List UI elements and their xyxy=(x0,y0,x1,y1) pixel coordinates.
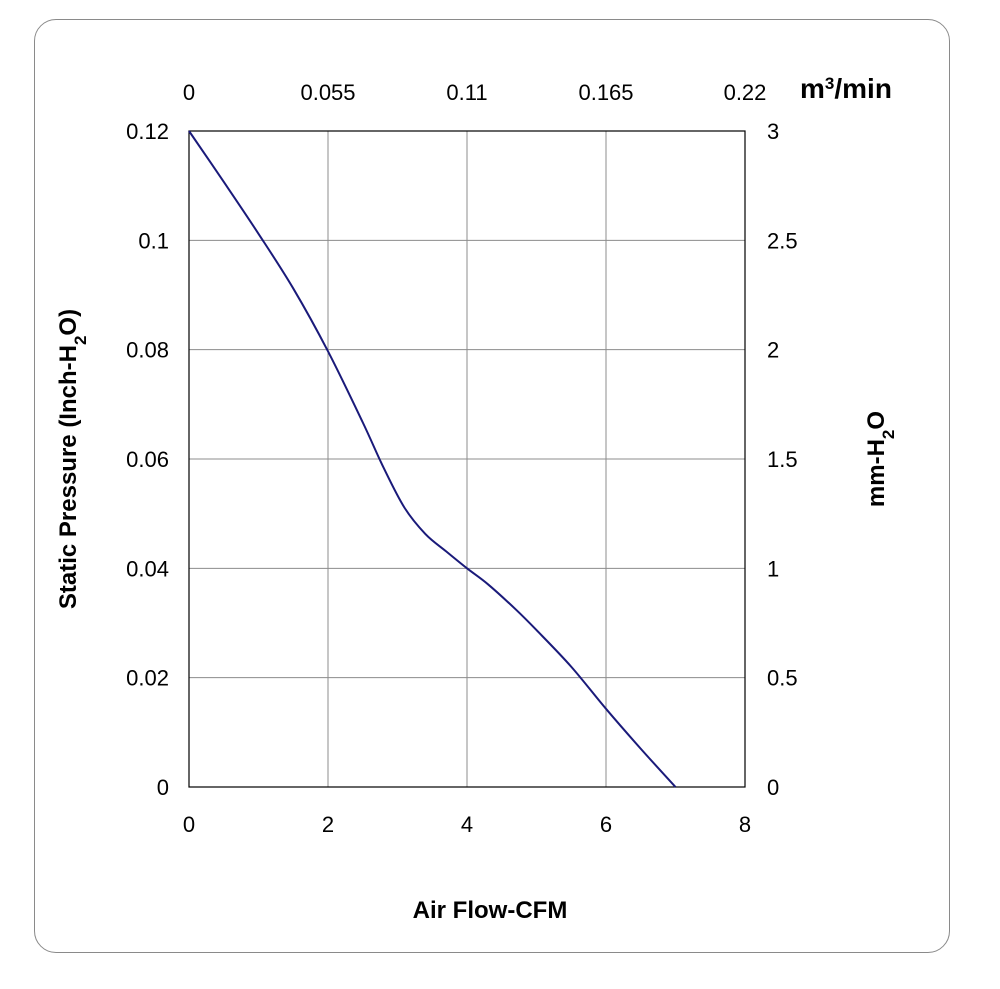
x-tick-label: 6 xyxy=(600,812,612,837)
y-axis-title-main: Static Pressure (Inch-H xyxy=(55,345,82,609)
y2-axis-title-subscript: 2 xyxy=(879,430,898,439)
y2-axis-title-main: mm-H xyxy=(863,439,890,507)
x2-tick-label: 0.165 xyxy=(578,80,633,105)
y2-tick-label: 3 xyxy=(767,119,779,144)
y-tick-label: 0.04 xyxy=(126,556,169,581)
tick-labels: 0 2 4 6 800.020.040.060.080.10.120 0.055 0.11 0… xyxy=(126,80,797,837)
y2-tick-label: 2.5 xyxy=(767,228,798,253)
y2-axis-title-end: O xyxy=(863,411,890,430)
x2-tick-label: 0.22 xyxy=(724,80,767,105)
y-axis-title-subscript: 2 xyxy=(71,336,90,345)
x2-axis-title-main: m xyxy=(800,73,825,104)
y2-tick-label: 0.5 xyxy=(767,666,798,691)
y-tick-label: 0.1 xyxy=(138,228,169,253)
series-line-0 xyxy=(188,130,677,788)
y2-tick-label: 1 xyxy=(767,556,779,581)
x-tick-label: 2 xyxy=(322,812,334,837)
y-tick-label: 0.02 xyxy=(126,666,169,691)
y-tick-label: 0.06 xyxy=(126,447,169,472)
x-tick-label: 4 xyxy=(461,812,473,837)
x2-tick-label: 0.11 xyxy=(446,80,487,105)
y2-tick-label: 2 xyxy=(767,338,779,363)
y-tick-label: 0.08 xyxy=(126,338,169,363)
y-tick-label: 0.12 xyxy=(126,119,169,144)
x-tick-label: 0 xyxy=(183,812,195,837)
x2-axis-title-superscript: 3 xyxy=(825,74,834,93)
chart-frame xyxy=(34,19,950,953)
y2-axis-title: mm-H2O xyxy=(863,411,898,507)
plot-area-border xyxy=(188,130,746,788)
y2-tick-label: 0 xyxy=(767,775,779,800)
x-tick-label: 8 xyxy=(739,812,751,837)
y-axis-title-end: O) xyxy=(55,309,82,336)
series-layer xyxy=(188,130,677,788)
x-axis-title: Air Flow-CFM xyxy=(413,897,568,924)
y-axis-title: Static Pressure (Inch-H2O) xyxy=(55,309,90,609)
y-tick-label: 0 xyxy=(157,775,169,800)
x2-axis-title: m3/min xyxy=(800,73,892,104)
y2-tick-label: 1.5 xyxy=(767,447,798,472)
x2-tick-label: 0.055 xyxy=(300,80,355,105)
x2-tick-label: 0 xyxy=(183,80,195,105)
x2-axis-title-end: /min xyxy=(834,73,892,104)
grid-lines xyxy=(188,130,746,788)
